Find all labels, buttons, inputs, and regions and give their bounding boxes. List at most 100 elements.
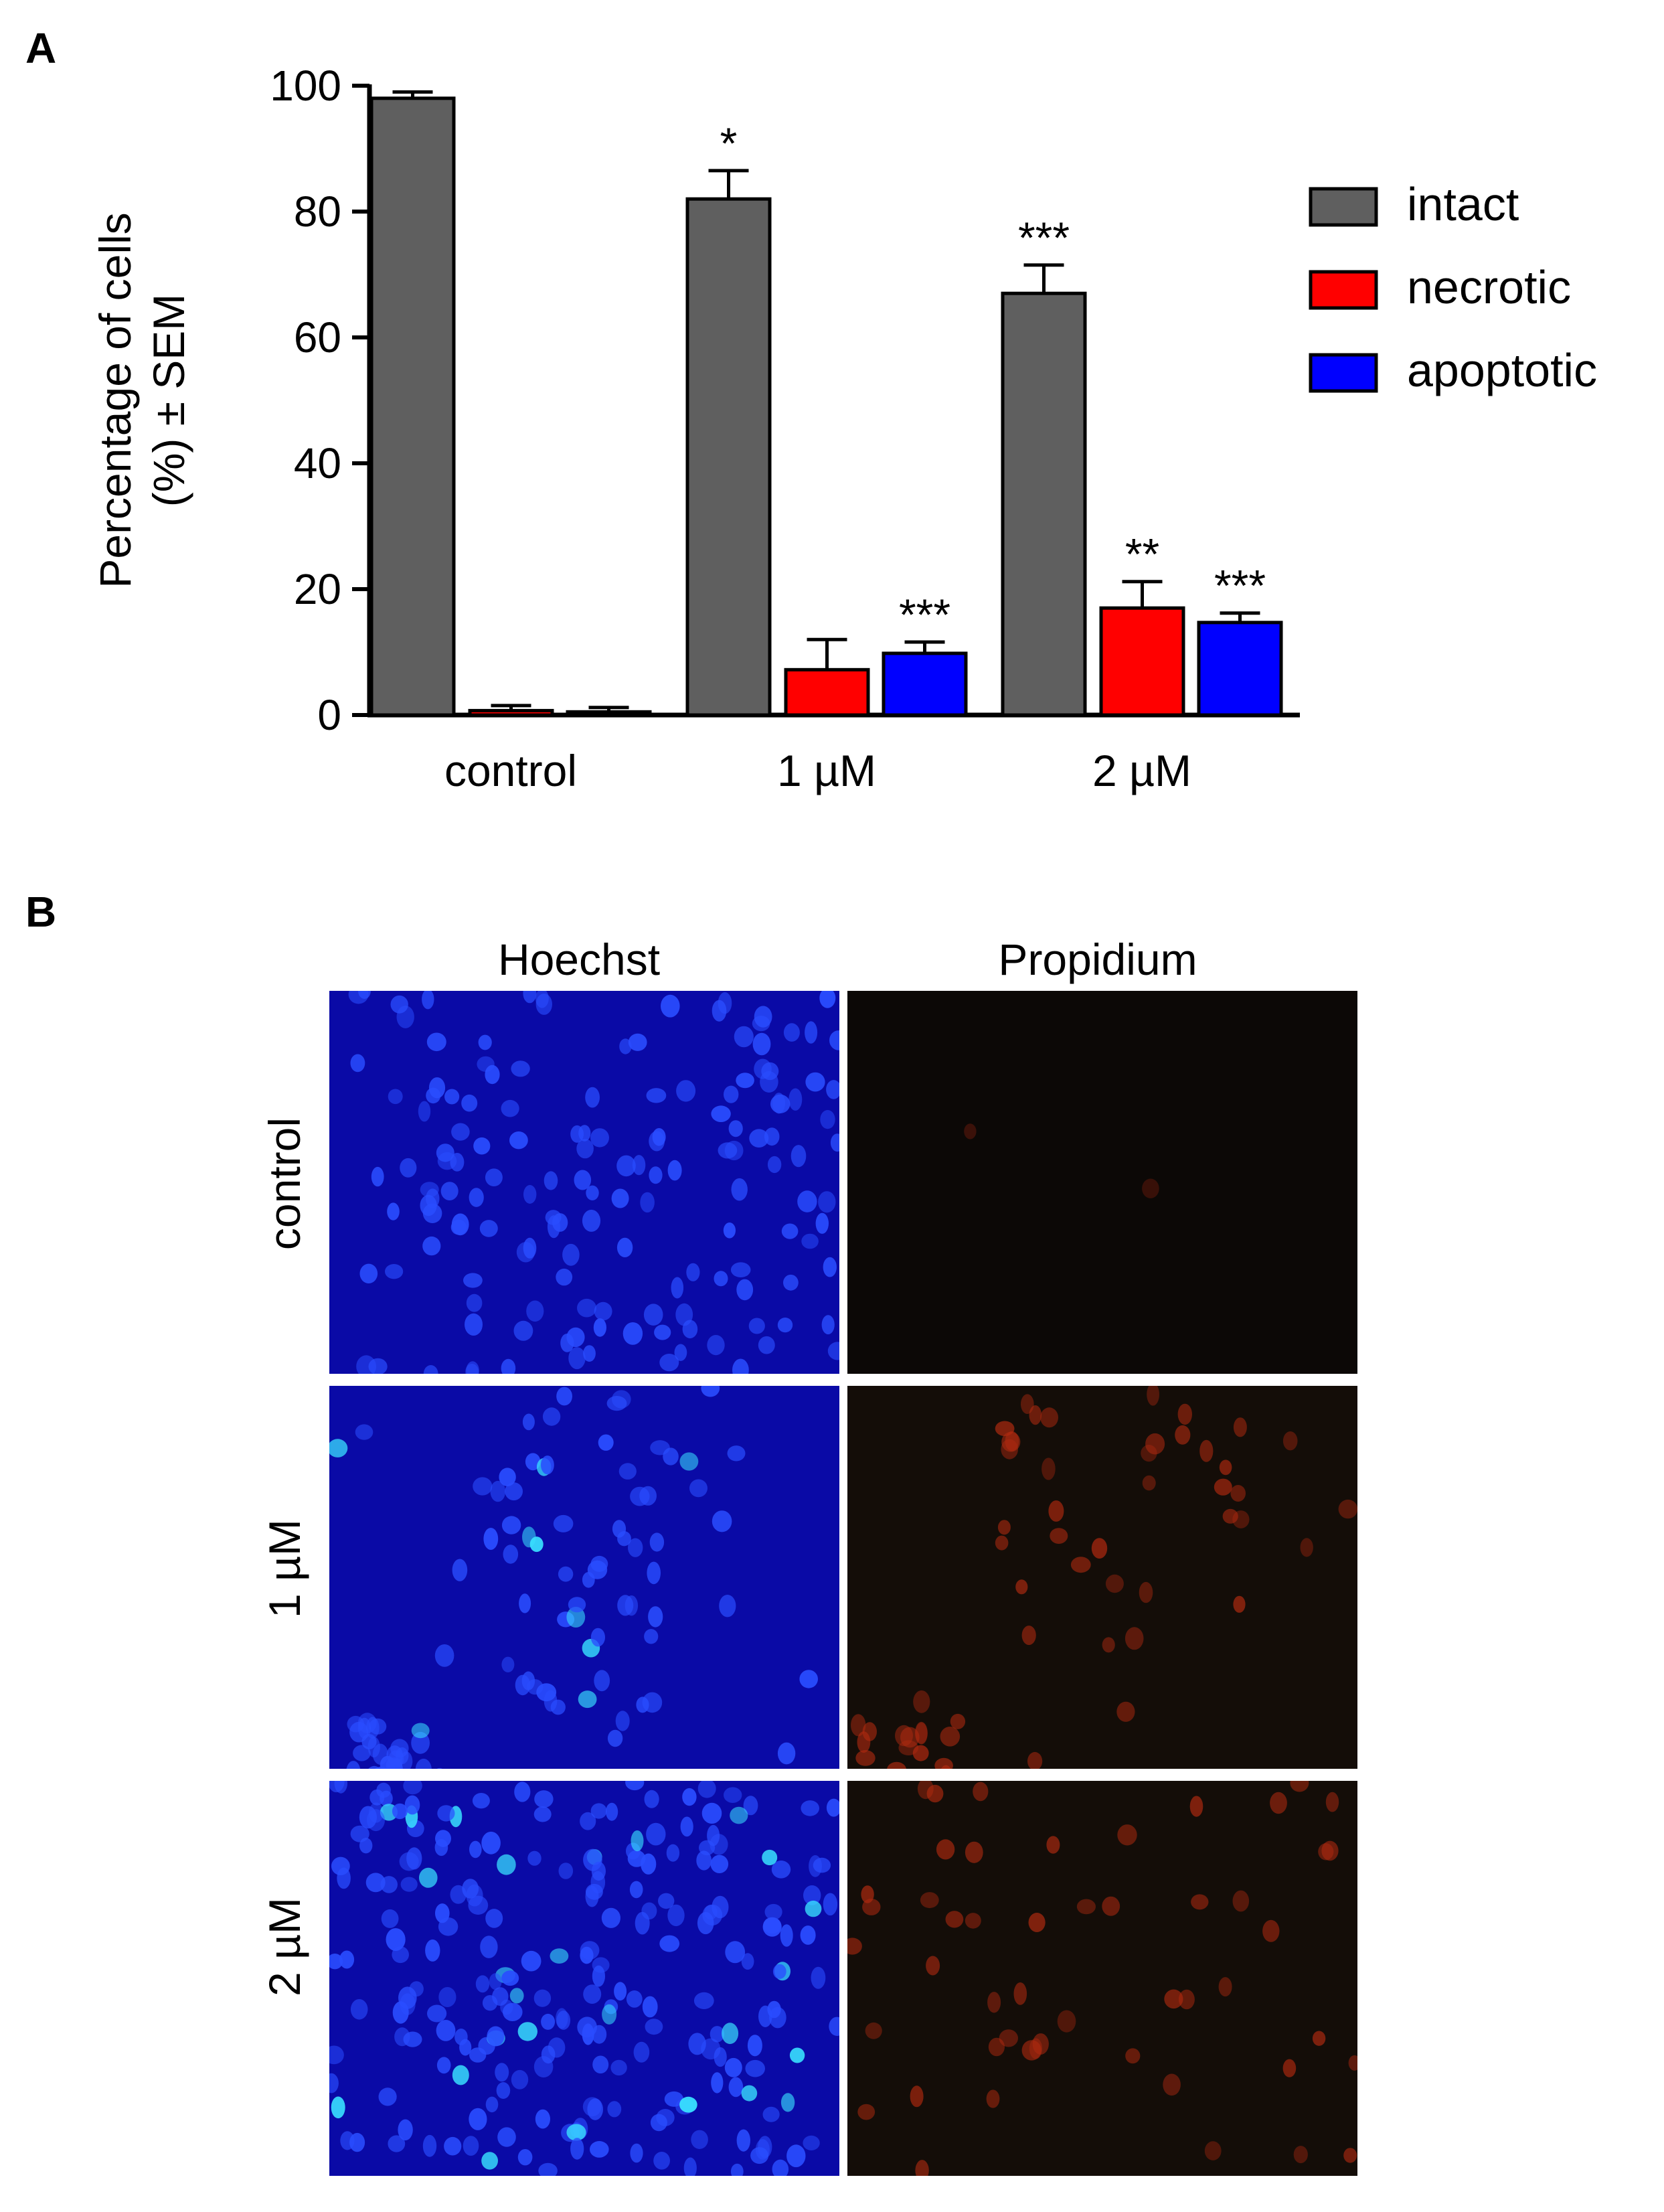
legend-swatch-necrotic [1309,270,1378,310]
cell-nucleus [666,1844,680,1862]
cell-nucleus [965,1841,983,1863]
cell-nucleus [805,1900,822,1917]
cell-nucleus [1070,1557,1091,1573]
cell-nucleus [585,1087,600,1108]
y-axis-label-line: Percentage of cells [90,212,140,588]
cell-nucleus [485,1064,500,1085]
cell-nucleus [799,1670,818,1688]
cell-nucleus [815,1212,829,1234]
cell-nucleus [423,1365,438,1374]
cell-nucleus [688,2033,706,2055]
cell-nucleus [329,2045,344,2065]
cell-nucleus [1290,1781,1309,1792]
cell-nucleus [640,1192,655,1213]
significance-marker: * [720,118,738,168]
cell-nucleus [987,1992,1001,2013]
cell-nucleus [926,1956,940,1976]
cell-nucleus [428,1077,446,1099]
cell-nucleus [425,1939,440,1962]
cell-nucleus [644,1790,659,1808]
cell-nucleus [601,1907,620,1928]
cell-nucleus [481,1831,501,1854]
cell-nucleus [1125,1627,1144,1650]
cell-nucleus [461,1094,478,1112]
cell-nucleus [803,2135,820,2150]
cell-nucleus [365,1873,386,1893]
cell-nucleus [427,2004,447,2023]
cell-nucleus [522,1526,536,1548]
cell-nucleus [686,1263,700,1281]
bar-chart: 0 20 40 60 80 100 Percentage of cells(%) ± SEM… [90,62,1597,795]
cell-nucleus [356,1355,376,1374]
cell-nucleus [1218,1977,1232,1997]
micrograph-background [847,1781,1357,2176]
cell-nucleus [400,1158,417,1178]
cell-nucleus [566,1607,586,1628]
cell-nucleus [682,1788,697,1806]
cell-nucleus [659,1354,679,1372]
cell-nucleus [353,1745,371,1761]
cell-nucleus [697,1781,716,1798]
cell-nucleus [783,1023,800,1042]
cell-nucleus [515,1674,531,1696]
legend-label-necrotic: necrotic [1407,261,1571,313]
cell-nucleus [378,2087,397,2106]
micrograph-background [847,1386,1357,1769]
cell-nucleus [629,1881,643,1899]
cell-nucleus [912,1745,929,1761]
cell-nucleus [731,1178,748,1201]
cell-nucleus [945,1911,964,1928]
cell-nucleus [801,1233,819,1249]
cell-nucleus [452,1559,468,1581]
cell-nucleus [598,1434,614,1451]
cell-nucleus [788,1088,803,1111]
cell-nucleus [435,1830,451,1847]
cell-nucleus [1116,1701,1135,1722]
cell-nucleus [610,2059,627,2076]
cell-nucleus [1125,2048,1141,2064]
cell-nucleus [728,1120,743,1137]
cell-nucleus [647,1561,661,1585]
cell-nucleus [642,1996,658,2018]
cell-nucleus [777,1742,796,1765]
cell-nucleus [1219,1459,1232,1476]
cell-nucleus [550,1948,569,1964]
cell-nucleus [509,1131,528,1150]
cell-nucleus [331,2096,345,2119]
cell-nucleus [469,1840,482,1859]
column-header-hoechst: Hoechst [497,935,661,984]
panel-b-letter: B [25,888,57,936]
cell-nucleus [900,1727,920,1748]
cell-nucleus [710,2026,725,2043]
cell-nucleus [728,2077,744,2098]
cell-nucleus [749,1129,769,1148]
cell-nucleus [523,1237,537,1259]
cell-nucleus [349,1721,369,1743]
y-tick-label: 100 [270,62,341,110]
cell-nucleus [714,2047,727,2067]
cell-nucleus [562,1243,580,1266]
cell-nucleus [761,1062,779,1081]
cell-nucleus [501,1970,519,1986]
x-tick-label: control [444,746,577,795]
cell-nucleus [819,991,836,1008]
cell-nucleus [827,1342,839,1360]
significance-marker: *** [1018,213,1070,262]
cell-nucleus [527,1679,544,1695]
cell-nucleus [369,1789,385,1806]
cell-nucleus [786,2144,806,2168]
cell-nucleus [497,1854,516,1875]
cell-nucleus [676,1080,696,1102]
cell-nucleus [367,1809,385,1832]
cell-nucleus [404,1795,420,1815]
cell-nucleus [711,1105,731,1122]
significance-marker: ** [1125,530,1159,579]
row-label-control: control [260,1117,309,1251]
cell-nucleus [710,1854,729,1873]
cell-nucleus [387,1202,400,1220]
micrograph-hoechst-control [329,991,839,1374]
cell-nucleus [718,1142,738,1159]
cell-nucleus [1117,1824,1137,1846]
cell-nucleus [818,1191,836,1213]
cell-nucleus [479,1220,498,1237]
